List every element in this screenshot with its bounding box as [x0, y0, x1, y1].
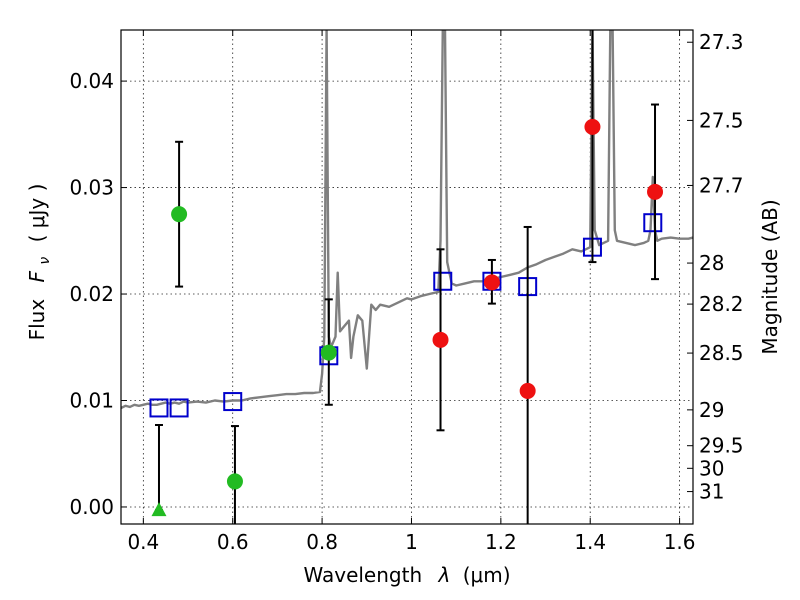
y-tick-label: 0.00 [69, 495, 114, 519]
y2-tick-label: 28.5 [699, 341, 744, 365]
y2-tick-label: 27.3 [699, 30, 744, 54]
x-axis-title: Wavelength λ (μm) [303, 563, 510, 587]
y-axis-title-subscript: ν [37, 257, 53, 265]
model-square-marker [169, 398, 189, 418]
spectrum-line [121, 30, 693, 410]
x-axis-title-text: Wavelength [303, 563, 422, 587]
model-square-marker [433, 271, 453, 291]
y-tick-label: 0.03 [69, 176, 114, 200]
y-axis-title-unit: ( μJy ) [25, 184, 49, 243]
x-tick-label: 0.8 [306, 530, 338, 554]
model-square-marker [149, 398, 169, 418]
x-tick-label: 0.4 [127, 530, 159, 554]
observed-near-ir-marker [647, 183, 664, 200]
y-axis-title: Flux F ν ( μJy ) [25, 184, 54, 341]
y-axis-title-text: Flux [25, 299, 49, 341]
y2-tick-label: 31 [699, 480, 724, 504]
y2-tick-label: 29.5 [699, 434, 744, 458]
x-axis-title-unit: (μm) [463, 563, 511, 587]
observed-optical-marker [320, 344, 337, 361]
model-square-marker [643, 213, 663, 233]
observed-near-ir-marker [432, 331, 449, 348]
plot-area [121, 30, 693, 524]
x-tick-label: 0.6 [217, 530, 249, 554]
y2-tick-label: 28 [699, 251, 724, 275]
x-tick-label: 1 [405, 530, 418, 554]
y-axis-title-symbol: F [25, 270, 49, 282]
upper-limit-triangle-marker [151, 502, 167, 517]
observed-near-ir-marker [483, 274, 500, 291]
y-tick-label: 0.04 [69, 69, 114, 93]
y2-tick-label: 27.7 [699, 173, 744, 197]
y-tick-label: 0.01 [69, 389, 114, 413]
x-axis-title-symbol: λ [438, 563, 451, 587]
observed-near-ir-marker [584, 118, 601, 135]
y2-tick-label: 29 [699, 398, 724, 422]
y2-tick-label: 28.2 [699, 292, 744, 316]
grid-layer [121, 30, 693, 524]
x-tick-label: 1.4 [574, 530, 606, 554]
observed-optical-marker [171, 206, 188, 223]
y-tick-label: 0.02 [69, 282, 114, 306]
y2-tick-label: 27.5 [699, 108, 744, 132]
x-tick-label: 1.6 [664, 530, 696, 554]
tick-layer: 0.4 0.6 0.8 1 1.2 1.4 1.6 0.00 0.01 0.02 0.03 0.04 2… [69, 30, 744, 554]
observed-near-ir-marker [519, 382, 536, 399]
x-tick-label: 1.2 [485, 530, 517, 554]
model-square-marker [223, 392, 243, 412]
y2-tick-label: 30 [699, 456, 724, 480]
y2-axis-title: Magnitude (AB) [758, 199, 782, 354]
plot-frame [120, 29, 694, 525]
observed-optical-marker [226, 473, 243, 490]
